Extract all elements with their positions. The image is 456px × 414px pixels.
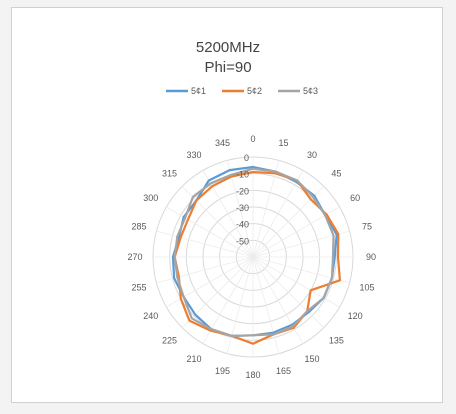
chart-frame: 5200MHz Phi=90 5¢1 5¢2 5¢3 0 -10 -20 -30 -40… (11, 7, 443, 403)
angle-tick-label: 255 (132, 283, 147, 293)
angle-tick-label: 135 (329, 335, 344, 345)
angle-tick-label: 285 (132, 221, 147, 231)
radial-tick-label: -10 (236, 170, 249, 180)
radial-tick-label: 0 (244, 153, 249, 163)
grid-spoke (156, 256, 254, 284)
angle-tick-label: 240 (143, 311, 158, 321)
angle-tick-label: 165 (276, 366, 291, 376)
chart-title: 5200MHz (196, 39, 260, 56)
angle-tick-label: 210 (186, 354, 201, 364)
angle-tick-label: 270 (127, 252, 142, 262)
legend: 5¢1 5¢2 5¢3 (166, 86, 318, 96)
angle-tick-label: 75 (362, 221, 372, 231)
angle-tick-label: 15 (279, 138, 289, 148)
radar-series (171, 165, 341, 345)
grid-spoke (252, 256, 340, 308)
grid-spoke (226, 256, 254, 354)
legend-label-5c3: 5¢3 (303, 86, 318, 96)
grid-spoke (252, 186, 324, 258)
grid-spoke (166, 206, 254, 258)
angle-tick-label: 105 (359, 283, 374, 293)
grid-spoke (156, 230, 254, 258)
radar-chart: 5200MHz Phi=90 5¢1 5¢2 5¢3 0 -10 -20 -30 -40… (127, 39, 376, 380)
angle-tick-label: 150 (304, 354, 319, 364)
series-line-2 (173, 170, 341, 345)
grid-spoke (252, 256, 280, 354)
angle-tick-label: 30 (307, 150, 317, 160)
angle-tick-label: 315 (162, 169, 177, 179)
legend-label-5c2: 5¢2 (247, 86, 262, 96)
grid-spoke (182, 256, 254, 328)
radar-grid (152, 156, 354, 358)
grid-spoke (252, 256, 324, 328)
chart-subtitle: Phi=90 (204, 59, 251, 76)
grid-spoke (252, 160, 280, 258)
legend-label-5c1: 5¢1 (191, 86, 206, 96)
grid-spoke (252, 256, 350, 284)
angle-tick-label: 90 (366, 252, 376, 262)
grid-spoke (252, 170, 304, 258)
grid-spoke (182, 186, 254, 258)
angle-tick-label: 225 (162, 335, 177, 345)
angle-tick-label: 330 (186, 150, 201, 160)
angle-tick-label: 195 (215, 366, 230, 376)
grid-spoke (252, 256, 304, 344)
radar-labels: 0 -10 -20 -30 -40 -50 0 15 30 45 60 75 90 105 120 135 15… (127, 134, 376, 380)
angle-tick-label: 0 (250, 134, 255, 144)
angle-tick-label: 120 (348, 311, 363, 321)
radial-tick-label: -50 (236, 236, 249, 246)
angle-tick-label: 60 (350, 193, 360, 203)
grid-spoke (202, 170, 254, 258)
radial-tick-label: -20 (236, 186, 249, 196)
series-line-3 (173, 167, 335, 337)
angle-tick-label: 180 (245, 370, 260, 380)
angle-tick-label: 45 (331, 169, 341, 179)
radial-tick-label: -40 (236, 220, 249, 230)
radial-tick-label: -30 (236, 203, 249, 213)
angle-tick-label: 345 (215, 138, 230, 148)
angle-tick-label: 300 (143, 193, 158, 203)
